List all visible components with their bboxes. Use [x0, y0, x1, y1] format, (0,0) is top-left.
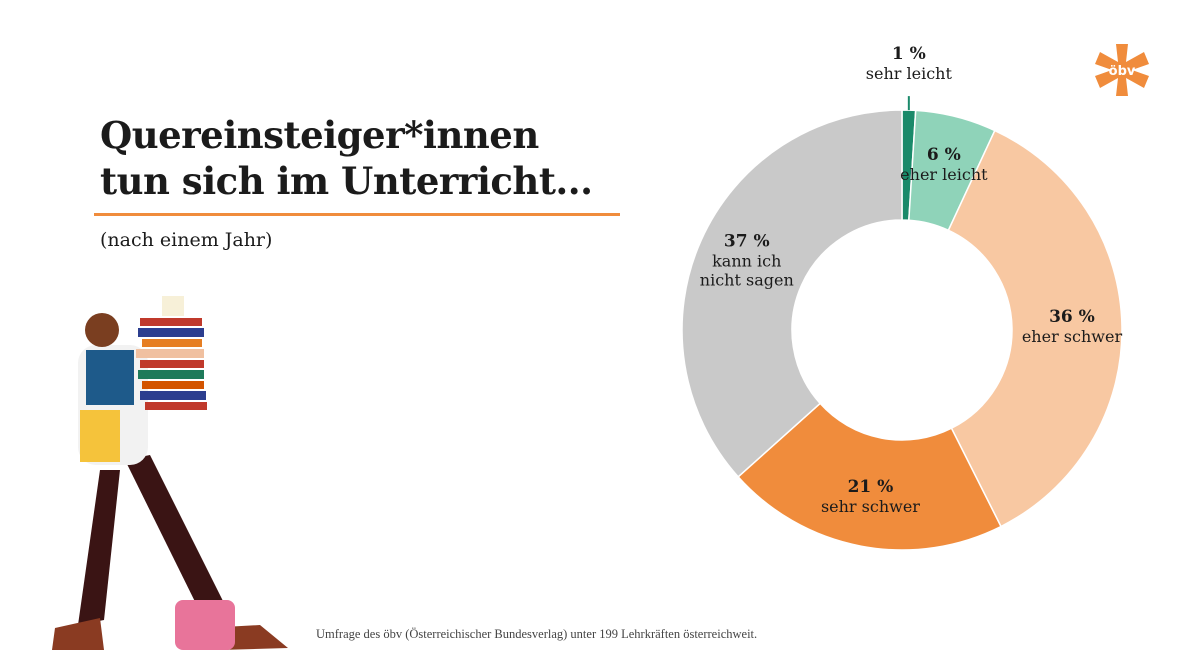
- category-label: kann ich nicht sagen: [699, 251, 794, 290]
- slice-label: 36 % eher schwer: [1020, 307, 1124, 347]
- slice-label: 37 % kann ich nicht sagen: [695, 231, 799, 290]
- slice-label: 6 % eher leicht: [892, 145, 996, 185]
- slice: [737, 402, 1002, 551]
- slice: [681, 109, 903, 478]
- value-label: 1 %: [891, 44, 926, 65]
- bag: [175, 600, 235, 650]
- title: Quereinsteiger*innen tun sich im Unterri…: [100, 113, 593, 203]
- value-label: 6 %: [926, 145, 961, 166]
- book: [136, 349, 204, 358]
- book: [142, 381, 204, 389]
- book: [145, 402, 207, 410]
- book: [142, 339, 202, 347]
- book: [140, 391, 206, 400]
- book: [140, 318, 202, 326]
- category-label: eher schwer: [1021, 327, 1123, 347]
- logo: öbv: [1095, 44, 1149, 96]
- category-label: sehr leicht: [865, 64, 952, 84]
- leg: [78, 470, 120, 625]
- folder: [80, 410, 120, 462]
- head: [85, 313, 119, 347]
- cup: [162, 296, 184, 316]
- category-label: eher leicht: [900, 165, 988, 185]
- leg: [125, 455, 235, 632]
- value-label: 36 %: [1049, 307, 1095, 328]
- slice-label: 1 % sehr leicht: [857, 44, 961, 84]
- subtitle: (nach einem Jahr): [100, 229, 273, 251]
- illustration: [52, 296, 288, 650]
- logo-text: öbv: [1109, 64, 1136, 79]
- book: [138, 370, 204, 379]
- category-label: sehr schwer: [820, 497, 920, 517]
- slice: [947, 129, 1123, 528]
- value-label: 21 %: [847, 477, 894, 498]
- vest: [86, 350, 134, 405]
- logo-mark: [1095, 44, 1149, 96]
- book: [140, 360, 204, 368]
- shoe: [52, 618, 104, 650]
- book: [138, 328, 204, 337]
- footnote: Umfrage des öbv (Österreichischer Bundes…: [316, 627, 758, 641]
- title-rule: [94, 213, 620, 216]
- value-label: 37 %: [723, 231, 770, 252]
- slice-label: 21 % sehr schwer: [818, 477, 922, 517]
